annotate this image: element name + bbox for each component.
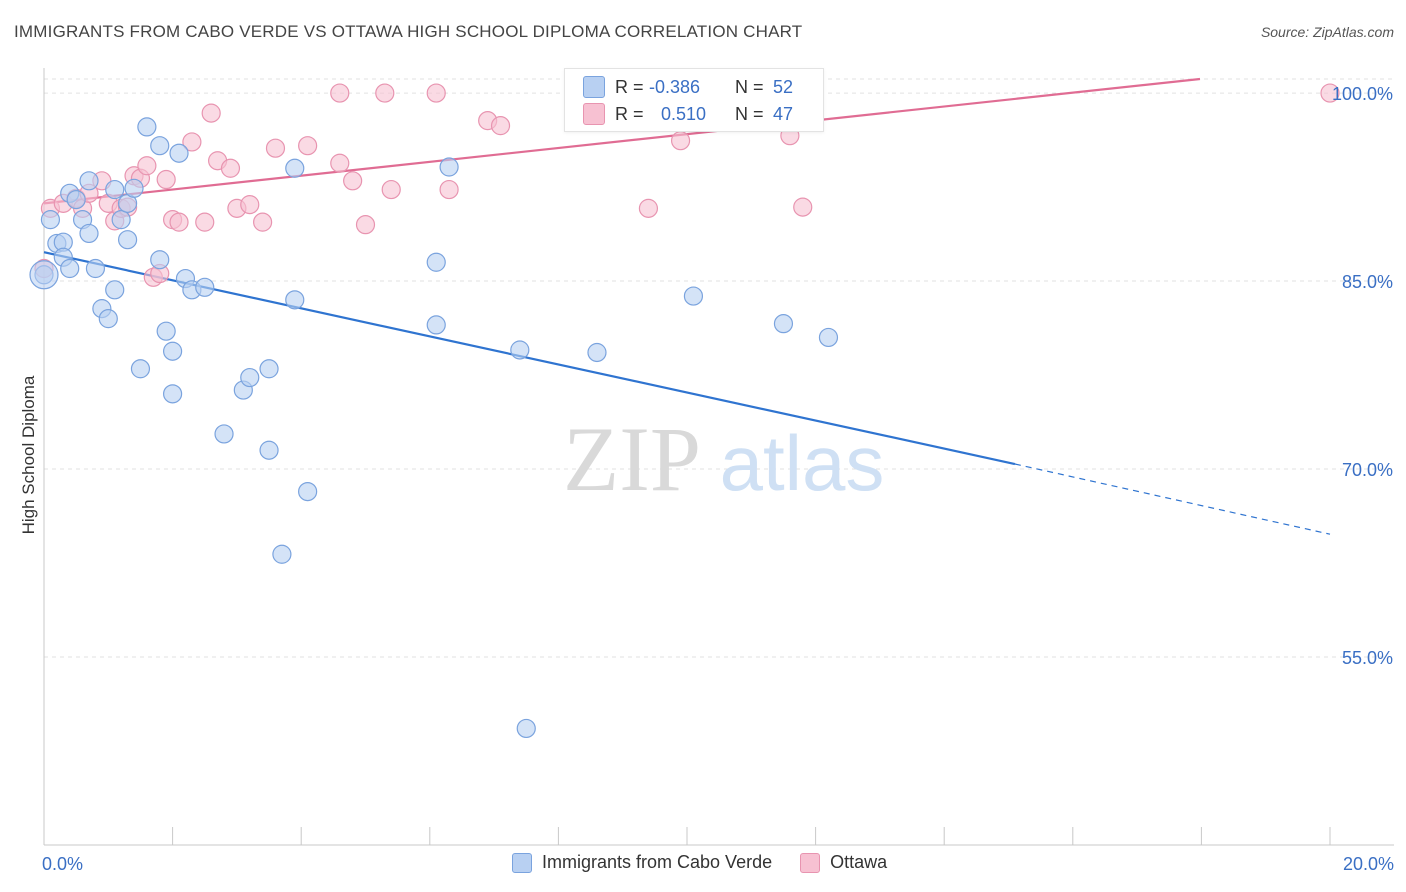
point-ottawa	[240, 195, 260, 215]
legend-swatch-blue	[512, 852, 532, 873]
y-axis-label: High School Diploma	[19, 375, 38, 534]
legend-swatch-pink	[800, 852, 821, 873]
point-cabo-verde	[587, 342, 607, 363]
legend: Immigrants from Cabo Verde Ottawa	[512, 852, 915, 873]
point-cabo-verde	[66, 189, 86, 210]
point-cabo-verde	[818, 327, 839, 348]
point-cabo-verde	[426, 252, 446, 272]
point-cabo-verde	[285, 158, 305, 178]
point-ottawa	[253, 212, 273, 232]
point-cabo-verde	[40, 210, 61, 230]
point-cabo-verde	[60, 258, 80, 279]
point-ottawa	[137, 156, 157, 176]
pink-r-value: 0.510	[661, 103, 707, 124]
legend-item-pink[interactable]: Ottawa	[800, 852, 887, 873]
y-tick-label: 85.0%	[1342, 272, 1393, 292]
point-ottawa	[670, 131, 691, 151]
point-cabo-verde	[79, 223, 99, 244]
point-cabo-verde	[516, 718, 536, 739]
point-ottawa	[156, 169, 176, 190]
point-cabo-verde	[29, 260, 59, 290]
grid-lines	[44, 78, 1394, 658]
legend-label-pink: Ottawa	[830, 852, 888, 872]
blue-r-value: -0.386	[649, 76, 701, 97]
point-cabo-verde	[150, 136, 170, 156]
blue-n-value: 52	[773, 76, 794, 97]
axes	[43, 68, 1394, 846]
point-cabo-verde	[150, 250, 170, 270]
stats-box: R = -0.386 N = 52 R = 0.510 N = 47	[564, 68, 824, 132]
n-label: N =	[735, 76, 764, 97]
point-cabo-verde	[773, 314, 794, 334]
point-cabo-verde	[111, 210, 131, 230]
point-ottawa	[490, 116, 511, 136]
pink-n-value: 47	[773, 103, 794, 124]
point-ottawa	[439, 179, 459, 200]
point-cabo-verde	[124, 178, 144, 198]
point-ottawa	[1320, 83, 1340, 103]
watermark-zip: ZIP	[563, 408, 701, 510]
point-ottawa	[220, 158, 241, 178]
point-cabo-verde	[285, 290, 305, 310]
y-tick-label: 70.0%	[1342, 460, 1393, 480]
blue-swatch	[583, 76, 605, 98]
point-cabo-verde	[214, 424, 234, 444]
watermark: ZIP atlas	[563, 408, 884, 510]
point-cabo-verde	[439, 157, 459, 177]
point-ottawa	[343, 171, 363, 191]
point-cabo-verde	[259, 359, 279, 379]
point-ottawa	[426, 83, 446, 103]
chart-title: IMMIGRANTS FROM CABO VERDE VS OTTAWA HIG…	[14, 22, 803, 41]
legend-label-blue: Immigrants from Cabo Verde	[542, 852, 773, 872]
point-cabo-verde	[163, 341, 183, 361]
trend-line-cabo-verde-extrapolated	[1014, 463, 1331, 535]
point-cabo-verde	[195, 277, 215, 297]
point-ottawa	[169, 212, 189, 232]
point-cabo-verde	[426, 315, 446, 335]
watermark-atlas: atlas	[720, 419, 885, 507]
n-label: N =	[735, 103, 764, 124]
point-ottawa	[330, 83, 350, 103]
point-cabo-verde	[169, 143, 189, 163]
point-cabo-verde	[137, 117, 157, 137]
point-ottawa	[793, 197, 813, 217]
point-cabo-verde	[85, 258, 106, 279]
point-cabo-verde	[117, 230, 138, 250]
trend-line-ottawa	[43, 77, 1201, 205]
point-ottawa	[330, 153, 350, 173]
point-cabo-verde	[683, 286, 704, 306]
point-ottawa	[381, 179, 401, 200]
point-ottawa	[201, 103, 221, 123]
point-ottawa	[265, 138, 286, 158]
point-cabo-verde	[163, 384, 183, 404]
point-cabo-verde	[510, 340, 530, 360]
point-cabo-verde	[98, 309, 118, 329]
legend-item-blue[interactable]: Immigrants from Cabo Verde	[512, 852, 772, 873]
point-ottawa	[638, 198, 659, 218]
point-cabo-verde	[259, 440, 279, 460]
x-tick-label: 20.0%	[1343, 854, 1394, 874]
point-cabo-verde	[130, 359, 151, 379]
point-ottawa	[355, 215, 376, 235]
y-tick-label: 100.0%	[1332, 84, 1393, 104]
x-tick-label: 0.0%	[42, 854, 83, 874]
r-label: R =	[615, 103, 644, 124]
point-ottawa	[182, 132, 202, 152]
tick-labels: 100.0% 85.0% 70.0% 55.0% 0.0% 20.0%	[42, 84, 1394, 874]
r-label: R =	[615, 76, 644, 97]
point-ottawa	[375, 83, 395, 103]
point-cabo-verde	[105, 280, 125, 300]
point-cabo-verde	[240, 367, 260, 388]
source-credit: Source: ZipAtlas.com	[1260, 24, 1394, 40]
point-cabo-verde	[298, 481, 318, 502]
point-ottawa	[195, 212, 215, 232]
y-tick-label: 55.0%	[1342, 648, 1393, 668]
point-cabo-verde	[156, 321, 176, 341]
point-cabo-verde	[105, 179, 125, 200]
point-cabo-verde	[79, 171, 99, 191]
pink-swatch	[583, 103, 605, 125]
point-ottawa	[298, 136, 318, 156]
point-cabo-verde	[272, 544, 292, 564]
